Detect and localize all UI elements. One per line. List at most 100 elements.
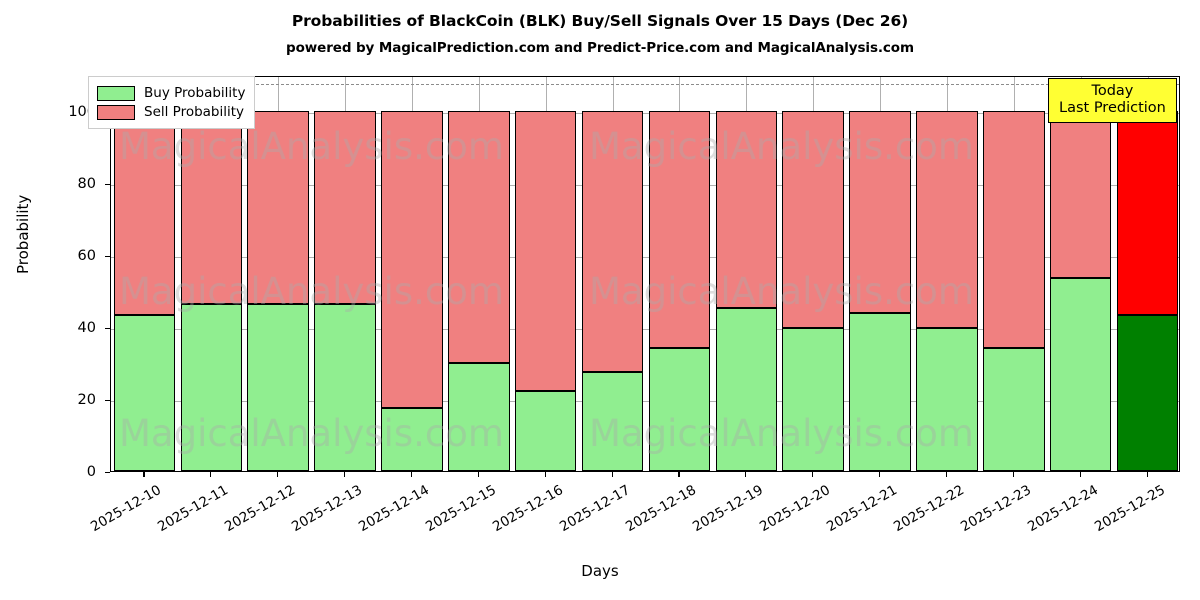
bar-segment-buy[interactable] — [1116, 315, 1179, 471]
y-gridline — [111, 401, 1179, 402]
bar-segment-sell[interactable] — [581, 111, 644, 372]
bar-segment-sell[interactable] — [983, 111, 1045, 348]
bar-segment-buy[interactable] — [581, 371, 644, 471]
bar-segment-sell[interactable] — [715, 111, 778, 309]
page-title: Probabilities of BlackCoin (BLK) Buy/Sel… — [291, 12, 909, 30]
bar-segment-buy[interactable] — [916, 328, 978, 471]
bar-segment-sell[interactable] — [180, 111, 243, 305]
y-tick-mark — [105, 400, 110, 402]
bar-segment-sell[interactable] — [314, 111, 376, 305]
bar-group[interactable] — [581, 77, 644, 471]
bar-segment-sell[interactable] — [381, 111, 443, 408]
legend-item-buy: Buy Probability — [97, 84, 245, 102]
x-tick-mark — [1012, 472, 1014, 477]
watermark-text: MagicalAnalysis.com — [119, 270, 504, 313]
x-tick-mark — [678, 472, 680, 477]
bar-group[interactable] — [113, 77, 176, 471]
legend-label-sell: Sell Probability — [144, 104, 245, 121]
y-tick-label: 60 — [77, 248, 96, 264]
bar-segment-buy[interactable] — [715, 308, 778, 471]
bar-group[interactable] — [1116, 77, 1179, 471]
chart-subtitle: powered by MagicalPrediction.com and Pre… — [286, 40, 914, 56]
bar-segment-buy[interactable] — [1049, 278, 1112, 471]
today-annotation: Today Last Prediction — [1048, 78, 1177, 124]
bar-segment-buy[interactable] — [448, 363, 510, 471]
bar-group[interactable] — [849, 77, 911, 471]
legend-item-sell: Sell Probability — [97, 103, 245, 121]
legend-swatch-buy — [97, 85, 135, 101]
y-tick-mark — [105, 328, 110, 330]
y-tick-label: 80 — [77, 176, 96, 192]
bar-segment-sell[interactable] — [113, 111, 176, 316]
bar-segment-sell[interactable] — [1049, 111, 1112, 279]
y-gridline — [111, 185, 1179, 186]
y-gridline — [111, 329, 1179, 330]
y-tick-mark — [105, 256, 110, 258]
reference-line — [111, 84, 1179, 86]
bar-segment-sell[interactable] — [247, 111, 309, 305]
bar-group[interactable] — [715, 77, 778, 471]
x-tick-mark — [277, 472, 279, 477]
x-tick-mark — [1079, 472, 1081, 477]
plot-clip: MagicalAnalysis.com MagicalAnalysis.com Ma… — [111, 77, 1179, 471]
y-gridline — [111, 113, 1179, 114]
bar-segment-buy[interactable] — [113, 315, 176, 471]
bar-segment-sell[interactable] — [849, 111, 911, 313]
bar-group[interactable] — [247, 77, 309, 471]
bar-segment-buy[interactable] — [314, 304, 376, 471]
bar-group[interactable] — [381, 77, 443, 471]
bar-group[interactable] — [514, 77, 577, 471]
x-tick-mark — [410, 472, 413, 477]
x-tick-mark — [210, 472, 212, 477]
bar-segment-buy[interactable] — [180, 304, 243, 471]
bar-segment-sell[interactable] — [514, 111, 577, 391]
today-annotation-line2: Last Prediction — [1059, 100, 1166, 117]
watermark-text: MagicalAnalysis.com — [119, 412, 504, 455]
bar-segment-sell[interactable] — [782, 111, 844, 329]
bar-segment-buy[interactable] — [983, 347, 1045, 471]
y-axis-label: Probability — [14, 194, 32, 274]
bar-group[interactable] — [782, 77, 844, 471]
bar-segment-buy[interactable] — [782, 328, 844, 471]
bar-segment-sell[interactable] — [1116, 111, 1179, 316]
y-tick-mark — [105, 184, 110, 186]
bar-group[interactable] — [1049, 77, 1112, 471]
x-tick-mark — [477, 472, 479, 477]
legend-label-buy: Buy Probability — [144, 85, 246, 101]
bar-group[interactable] — [916, 77, 978, 471]
x-axis-label: Days — [581, 562, 619, 580]
y-tick-mark — [105, 472, 110, 474]
x-tick-mark — [344, 472, 346, 477]
x-tick-mark — [611, 472, 613, 477]
bar-group[interactable] — [180, 77, 243, 471]
y-tick-label: 40 — [77, 320, 96, 336]
bar-segment-buy[interactable] — [648, 347, 711, 471]
y-tick-label: 0 — [86, 464, 96, 480]
y-gridline — [111, 257, 1179, 258]
x-tick-mark — [745, 472, 747, 477]
x-tick-mark — [1146, 472, 1148, 477]
bar-group[interactable] — [648, 77, 711, 471]
bar-segment-buy[interactable] — [381, 408, 443, 471]
legend-swatch-sell — [97, 104, 135, 120]
bar-segment-buy[interactable] — [849, 312, 911, 471]
x-tick-mark — [879, 472, 881, 477]
x-tick-mark — [143, 472, 145, 477]
x-tick-mark — [544, 472, 546, 477]
bar-group[interactable] — [314, 77, 376, 471]
bar-group[interactable] — [983, 77, 1045, 471]
today-annotation-line1: Today — [1091, 83, 1134, 99]
bar-segment-buy[interactable] — [514, 390, 577, 471]
bar-group[interactable] — [448, 77, 510, 471]
bar-segment-sell[interactable] — [916, 111, 978, 329]
plot-area: MagicalAnalysis.com MagicalAnalysis.com Ma… — [110, 76, 1180, 472]
watermark-text: MagicalAnalysis.com — [119, 125, 504, 168]
bar-segment-sell[interactable] — [648, 111, 711, 348]
y-tick-label: 20 — [77, 392, 96, 408]
x-tick-mark — [812, 472, 814, 477]
bar-segment-buy[interactable] — [247, 304, 309, 471]
bar-segment-sell[interactable] — [448, 111, 510, 363]
x-tick-mark — [945, 472, 948, 477]
chart-legend: Buy Probability Sell Probability — [88, 76, 256, 130]
